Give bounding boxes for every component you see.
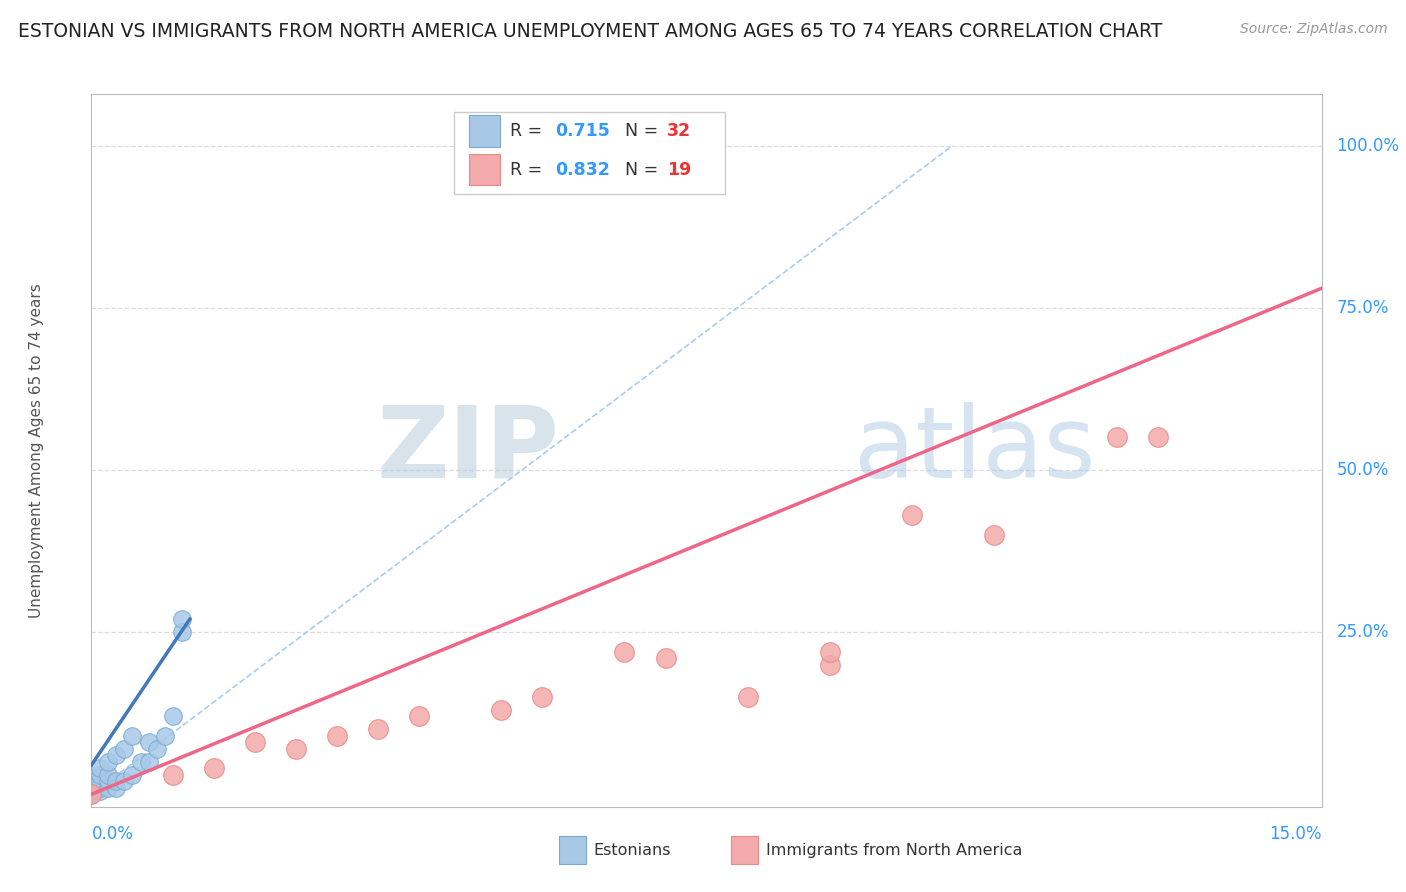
Point xyxy=(613,644,636,658)
Point xyxy=(89,784,111,798)
Point xyxy=(80,780,103,795)
Text: 15.0%: 15.0% xyxy=(1270,825,1322,843)
Point xyxy=(80,787,103,801)
Point xyxy=(491,703,513,717)
Point xyxy=(80,774,103,789)
Point xyxy=(97,755,120,769)
Text: 32: 32 xyxy=(666,122,692,140)
Point xyxy=(138,735,160,749)
Point xyxy=(80,784,103,798)
Point xyxy=(737,690,759,704)
Text: ZIP: ZIP xyxy=(375,402,558,499)
Text: 0.715: 0.715 xyxy=(555,122,610,140)
Text: Estonians: Estonians xyxy=(593,843,671,857)
Point xyxy=(367,723,389,737)
Point xyxy=(818,644,841,658)
Point xyxy=(89,761,111,775)
Point xyxy=(1105,430,1128,444)
Point xyxy=(121,729,143,743)
Text: Immigrants from North America: Immigrants from North America xyxy=(765,843,1022,857)
FancyBboxPatch shape xyxy=(558,836,586,864)
Point xyxy=(138,755,160,769)
Point xyxy=(1146,430,1168,444)
Point xyxy=(105,780,127,795)
Point xyxy=(202,761,225,775)
Point xyxy=(105,774,127,789)
FancyBboxPatch shape xyxy=(454,112,725,194)
Text: atlas: atlas xyxy=(853,402,1095,499)
Point xyxy=(654,138,676,153)
Text: 0.832: 0.832 xyxy=(555,161,610,178)
FancyBboxPatch shape xyxy=(731,836,758,864)
Text: 0.0%: 0.0% xyxy=(91,825,134,843)
Text: 19: 19 xyxy=(666,161,692,178)
Point xyxy=(112,774,135,789)
Text: Unemployment Among Ages 65 to 74 years: Unemployment Among Ages 65 to 74 years xyxy=(28,283,44,618)
Text: R =: R = xyxy=(509,122,547,140)
Text: ESTONIAN VS IMMIGRANTS FROM NORTH AMERICA UNEMPLOYMENT AMONG AGES 65 TO 74 YEARS: ESTONIAN VS IMMIGRANTS FROM NORTH AMERIC… xyxy=(18,22,1163,41)
Text: 25.0%: 25.0% xyxy=(1336,624,1389,641)
Point xyxy=(531,690,554,704)
Point xyxy=(80,771,103,785)
Point xyxy=(80,787,103,801)
Point xyxy=(170,612,193,626)
Point xyxy=(900,508,922,523)
Text: Source: ZipAtlas.com: Source: ZipAtlas.com xyxy=(1240,22,1388,37)
FancyBboxPatch shape xyxy=(470,154,501,186)
Point xyxy=(162,709,184,723)
Text: 75.0%: 75.0% xyxy=(1336,299,1389,317)
Point xyxy=(97,780,120,795)
Point xyxy=(112,742,135,756)
Point xyxy=(818,657,841,672)
Text: N =: N = xyxy=(614,161,664,178)
Point xyxy=(146,742,169,756)
Point xyxy=(153,729,177,743)
Point xyxy=(89,768,111,782)
FancyBboxPatch shape xyxy=(470,115,501,147)
Text: R =: R = xyxy=(509,161,547,178)
Point xyxy=(80,778,103,792)
Text: 100.0%: 100.0% xyxy=(1336,136,1399,154)
Point xyxy=(80,787,103,801)
Point xyxy=(285,742,308,756)
Point xyxy=(97,768,120,782)
Point xyxy=(80,787,103,801)
Point xyxy=(97,774,120,789)
Point xyxy=(983,528,1005,542)
Text: 50.0%: 50.0% xyxy=(1336,461,1389,479)
Point xyxy=(654,651,676,665)
Point xyxy=(89,774,111,789)
Point xyxy=(129,755,152,769)
Point xyxy=(121,768,143,782)
Point xyxy=(326,729,349,743)
Point xyxy=(89,780,111,795)
Point xyxy=(105,748,127,763)
Point xyxy=(170,625,193,640)
Point xyxy=(245,735,267,749)
Point xyxy=(408,709,430,723)
Text: N =: N = xyxy=(614,122,664,140)
Point xyxy=(162,768,184,782)
